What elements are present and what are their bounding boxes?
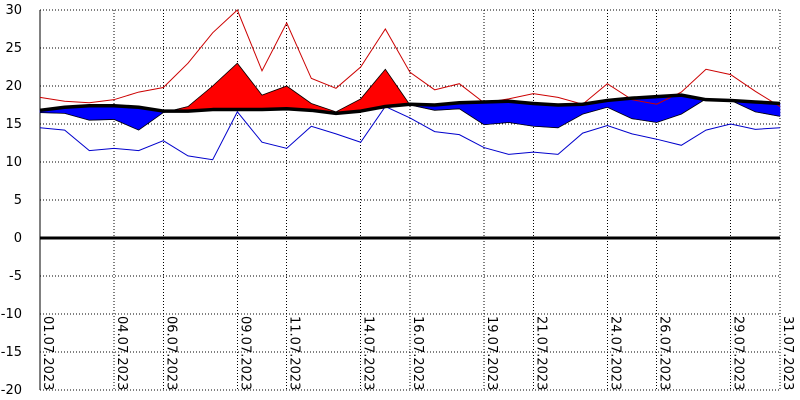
y-axis-tick-labels: 30 25 20 15 10 5 0 -5 -10 -15 -20 <box>1 3 22 398</box>
x-tick-label: 26.07.2023 <box>657 316 672 390</box>
x-tick-label: 24.07.2023 <box>607 316 622 390</box>
below-normal-fill <box>89 105 115 121</box>
above-normal-fill <box>187 85 213 112</box>
y-tick-label: -5 <box>9 269 22 284</box>
y-tick-label: -20 <box>1 383 22 398</box>
x-tick-label: 04.07.2023 <box>114 316 129 390</box>
above-normal-fill <box>286 85 312 111</box>
above-normal-fill <box>237 62 263 110</box>
x-axis-tick-labels: 01.07.2023 04.07.2023 06.07.2023 09.07.2023… <box>40 316 795 390</box>
above-normal-fill <box>212 62 238 110</box>
y-tick-label: 30 <box>5 3 22 18</box>
below-normal-fill <box>483 100 509 126</box>
x-tick-label: 19.07.2023 <box>484 316 499 390</box>
below-normal-fill <box>508 100 534 127</box>
y-tick-label: 25 <box>5 41 22 56</box>
min-line <box>39 105 781 161</box>
max-line <box>39 9 781 107</box>
below-normal-fill <box>533 103 559 129</box>
above-normal-fill <box>261 85 287 110</box>
x-tick-label: 21.07.2023 <box>533 316 548 390</box>
above-normal-fill <box>360 68 386 112</box>
series-lines <box>39 9 781 161</box>
x-tick-label: 14.07.2023 <box>361 316 376 390</box>
x-tick-label: 09.07.2023 <box>237 316 252 390</box>
x-tick-label: 29.07.2023 <box>731 316 746 390</box>
x-tick-label: 16.07.2023 <box>410 316 425 390</box>
below-normal-fill <box>459 101 485 126</box>
x-tick-label: 31.07.2023 <box>780 316 795 390</box>
normal-line <box>39 93 781 116</box>
y-tick-label: 0 <box>14 231 22 246</box>
x-tick-label: 01.07.2023 <box>40 316 55 390</box>
x-tick-label: 06.07.2023 <box>163 316 178 390</box>
y-tick-label: 20 <box>5 79 22 94</box>
x-tick-label: 11.07.2023 <box>287 316 302 390</box>
y-tick-label: 15 <box>5 117 22 132</box>
y-tick-label: 5 <box>14 193 22 208</box>
y-tick-label: 10 <box>5 155 22 170</box>
y-tick-label: -15 <box>1 345 22 360</box>
y-tick-label: -10 <box>1 307 22 322</box>
below-normal-fill <box>113 105 139 131</box>
